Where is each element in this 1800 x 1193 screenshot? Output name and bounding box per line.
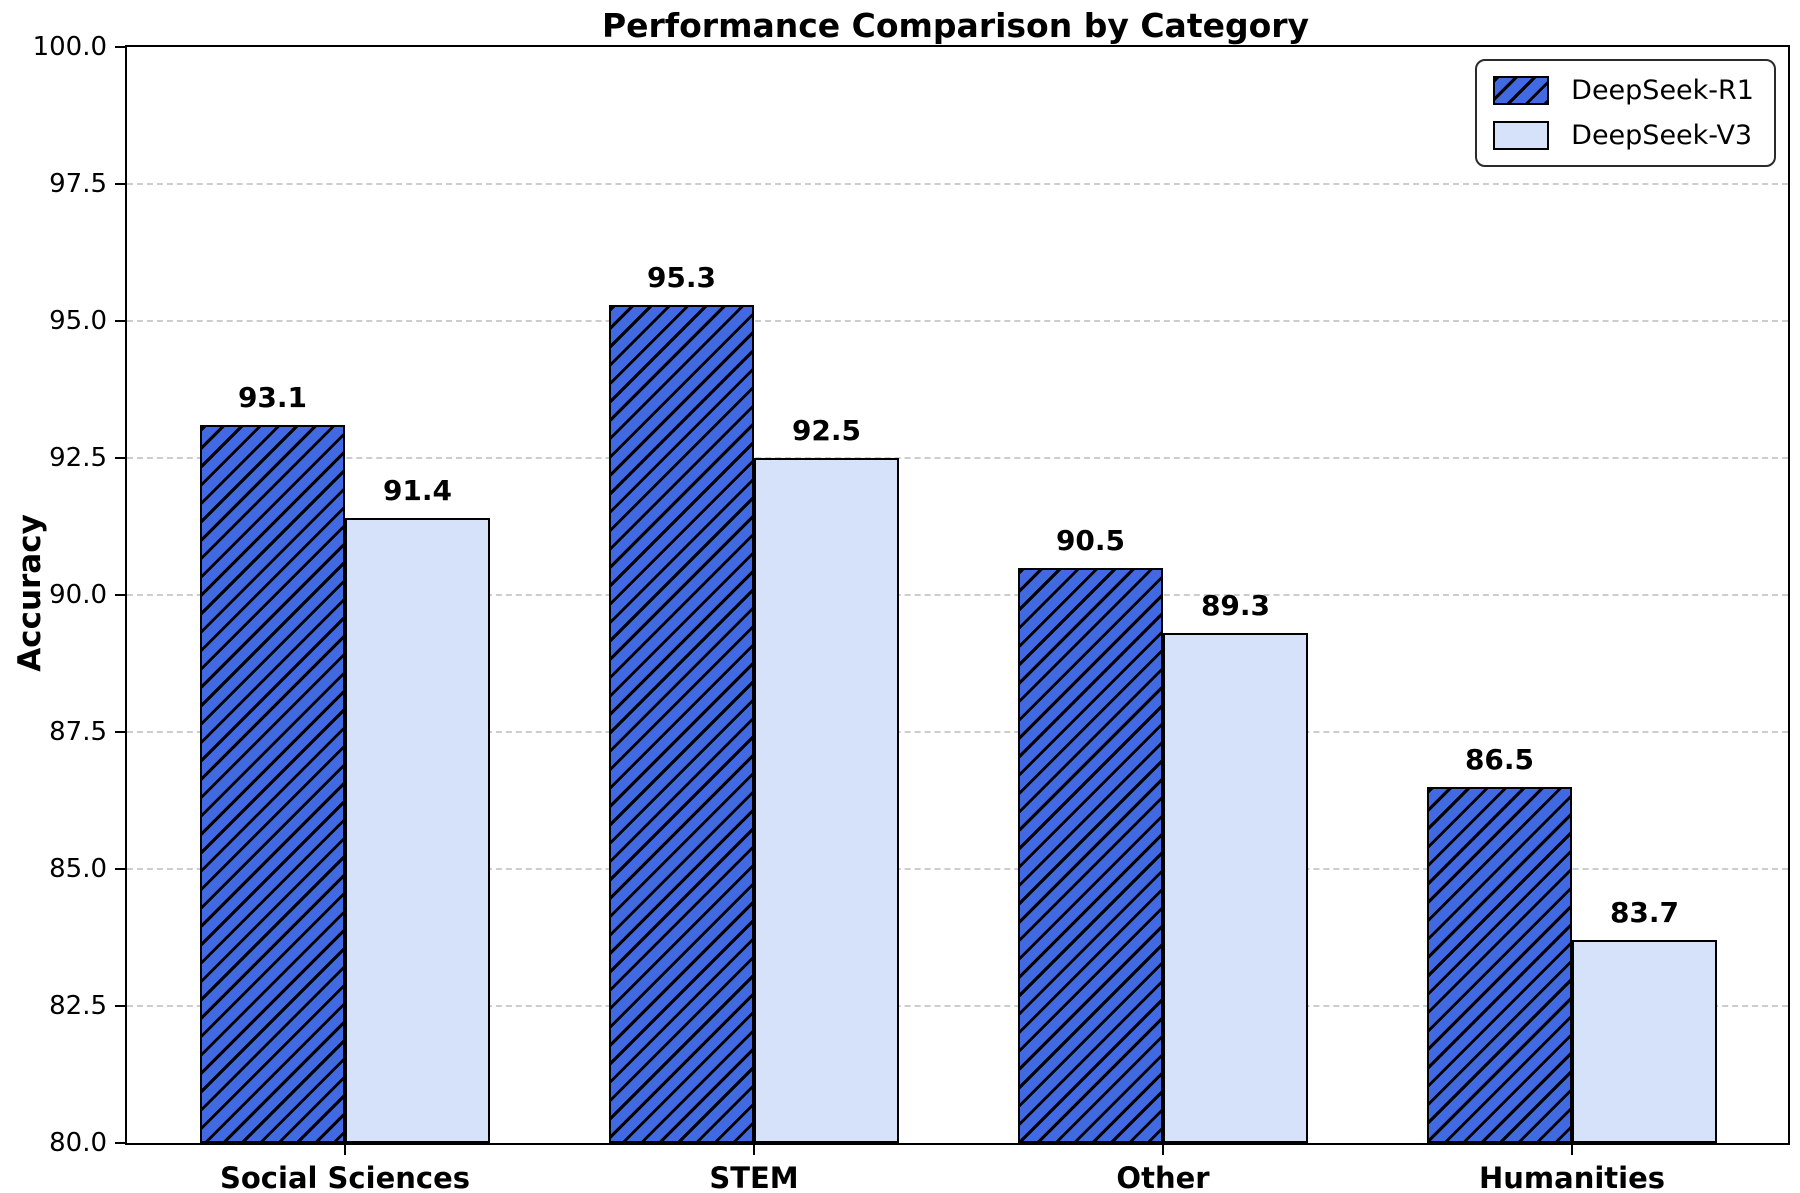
- gridline: [127, 183, 1788, 185]
- y-tick-label: 90.0: [49, 580, 107, 610]
- bar-value-label: 93.1: [237, 381, 308, 415]
- bar-value-label: 90.5: [1055, 523, 1126, 557]
- bar-deepseek-r1-other: [1018, 567, 1163, 1143]
- chart-title: Performance Comparison by Category: [601, 6, 1310, 45]
- gridline: [127, 1005, 1788, 1007]
- y-tick-label: 92.5: [49, 443, 107, 473]
- x-tick-mark: [1162, 1143, 1164, 1155]
- x-tick-label-social-sciences: Social Sciences: [220, 1161, 470, 1193]
- y-tick-mark: [115, 731, 127, 733]
- y-axis-label: Accuracy: [12, 514, 48, 672]
- x-tick-label-other: Other: [1116, 1161, 1210, 1193]
- x-tick-mark: [344, 1143, 346, 1155]
- bar-value-label: 92.5: [791, 414, 862, 447]
- y-tick-mark: [115, 594, 127, 596]
- x-tick-label-stem: STEM: [709, 1161, 799, 1193]
- y-tick-label: 87.5: [49, 717, 107, 747]
- bar-value-label: 91.4: [382, 474, 453, 508]
- bar-deepseek-r1-stem: [609, 304, 754, 1143]
- y-tick-mark: [115, 1005, 127, 1007]
- legend-label: DeepSeek-R1: [1571, 75, 1754, 106]
- y-tick-mark: [115, 320, 127, 322]
- gridline: [127, 731, 1788, 733]
- gridline: [127, 457, 1788, 459]
- bar-deepseek-r1-humanities: [1427, 786, 1572, 1143]
- y-tick-mark: [115, 183, 127, 185]
- bar-deepseek-v3-stem: [754, 458, 899, 1143]
- legend-label: DeepSeek-V3: [1571, 120, 1753, 151]
- y-tick-mark: [115, 868, 127, 870]
- bar-value-label: 95.3: [646, 260, 717, 294]
- legend-swatch-hatched-icon: [1493, 76, 1550, 105]
- legend: DeepSeek-R1 DeepSeek-V3: [1475, 59, 1776, 167]
- gridline: [127, 320, 1788, 322]
- bar-value-label: 89.3: [1200, 589, 1271, 623]
- y-tick-label: 95.0: [49, 306, 107, 336]
- y-tick-label: 80.0: [49, 1128, 107, 1158]
- x-tick-label-humanities: Humanities: [1478, 1161, 1666, 1193]
- legend-row-deepseek-v3: DeepSeek-V3: [1493, 120, 1754, 151]
- bar-deepseek-v3-humanities: [1572, 940, 1717, 1143]
- bar-value-label: 86.5: [1464, 742, 1535, 776]
- x-tick-mark: [753, 1143, 755, 1155]
- y-tick-label: 100.0: [32, 32, 107, 62]
- legend-swatch-plain-icon: [1493, 121, 1550, 150]
- gridline: [127, 868, 1788, 870]
- bar-deepseek-v3-other: [1163, 633, 1308, 1143]
- bar-deepseek-r1-social-sciences: [200, 425, 345, 1143]
- bar-deepseek-v3-social-sciences: [345, 518, 490, 1143]
- plot-area: DeepSeek-R1 DeepSeek-V3 80.0 82.5 85.0 87.5…: [33, 32, 1790, 1193]
- y-tick-label: 82.5: [49, 991, 107, 1021]
- y-tick-label: 85.0: [49, 854, 107, 884]
- y-tick-mark: [115, 457, 127, 459]
- y-tick-mark: [115, 1142, 127, 1144]
- y-tick-label: 97.5: [49, 169, 107, 199]
- x-tick-mark: [1571, 1143, 1573, 1155]
- legend-row-deepseek-r1: DeepSeek-R1: [1493, 75, 1754, 106]
- y-tick-mark: [115, 46, 127, 48]
- gridline: [127, 594, 1788, 596]
- bar-value-label: 83.7: [1609, 896, 1680, 930]
